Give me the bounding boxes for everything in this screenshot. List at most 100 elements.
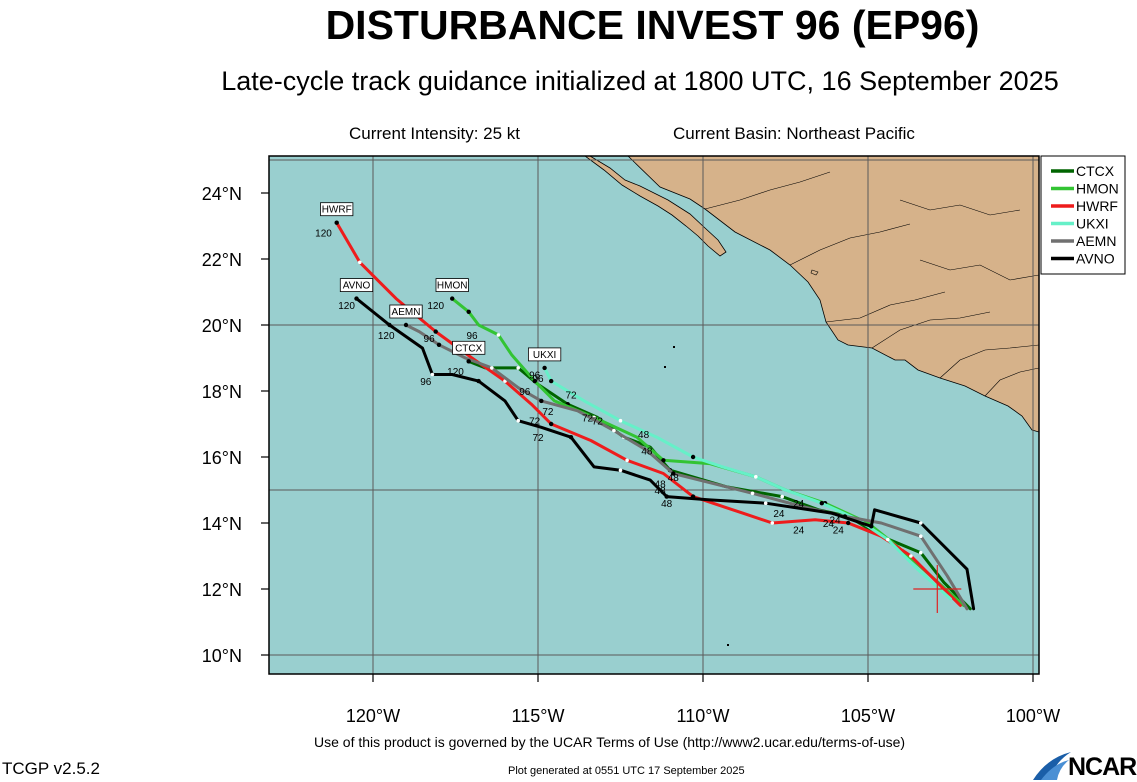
forecast-hour-label: 48 <box>668 473 680 484</box>
track-end-point <box>466 359 471 364</box>
track-end-label: AVNO <box>343 281 371 292</box>
track-point <box>625 458 629 463</box>
track-end-point <box>403 322 409 328</box>
forecast-hour-label: 48 <box>641 446 653 457</box>
lon-tick-label: 110°W <box>677 706 730 726</box>
forecast-hour-label: 120 <box>338 301 355 312</box>
legend-box <box>1040 155 1126 275</box>
forecast-hour-label: 96 <box>532 374 544 385</box>
track-point <box>539 398 544 404</box>
track-point <box>433 329 438 334</box>
track-end-tag <box>389 304 423 319</box>
track-end-label: UKXI <box>533 350 556 361</box>
forecast-hour-label: 96 <box>424 334 436 345</box>
track-end-point <box>542 365 547 371</box>
track-labels: 24 48 72 96 120 CTCX 24 48 72 96 120 HMON 24 48 72 96 12… <box>315 202 845 537</box>
track-point <box>780 494 784 499</box>
track-point <box>516 366 520 370</box>
forecast-hour-label: 72 <box>592 417 604 428</box>
lon-tick-label: 100°W <box>1006 706 1060 726</box>
track-point <box>919 550 923 555</box>
forecast-hour-label: 24 <box>833 526 845 537</box>
legend-entry-label: CTCX <box>1076 163 1115 179</box>
forecast-hour-label: 24 <box>823 519 835 530</box>
track-line <box>335 221 962 607</box>
forecast-hour-label: 96 <box>466 331 478 342</box>
state-borders <box>704 171 1039 397</box>
legend-entry-label: UKXI <box>1076 216 1109 232</box>
track-point <box>770 521 775 525</box>
forecast-hour-label: 24 <box>793 526 805 537</box>
track-line <box>404 323 969 611</box>
lat-tick-label: 10°N <box>202 646 242 666</box>
forecast-hour-label: 48 <box>655 479 667 490</box>
forecast-hour-label: 120 <box>447 367 464 378</box>
track-end-label: AEMN <box>392 307 421 318</box>
track-point <box>886 537 890 542</box>
forecast-hour-label: 48 <box>655 486 667 497</box>
track-point <box>436 342 442 347</box>
track-point <box>919 521 923 525</box>
track-point <box>490 366 494 370</box>
forecast-hour-label: 72 <box>582 413 594 424</box>
forecast-hour-label: 120 <box>378 331 395 342</box>
forecast-hour-label: 48 <box>638 430 650 441</box>
track-point <box>549 421 554 427</box>
forecast-hour-label: 48 <box>661 499 673 510</box>
track-point <box>496 333 501 337</box>
track-point <box>466 309 471 314</box>
track-avno <box>355 297 976 611</box>
track-end-tag <box>435 278 469 293</box>
track-end-tag <box>528 347 562 362</box>
baja-california-peninsula <box>584 156 727 257</box>
legend-entry-label: HMON <box>1076 181 1119 197</box>
legend-entry-label: HWRF <box>1076 198 1118 214</box>
track-point <box>664 494 669 499</box>
track-end-tag <box>339 278 374 293</box>
track-end-label: HMON <box>437 281 468 292</box>
forecast-hour-label: 72 <box>529 417 541 428</box>
forecast-hour-label: 120 <box>315 229 332 240</box>
track-point <box>549 378 554 384</box>
island-small <box>810 269 819 276</box>
track-point <box>430 372 435 377</box>
version-label: TCGP v2.5.2 <box>2 759 100 778</box>
forecast-hour-label: 96 <box>420 377 432 388</box>
forecast-hour-label: 24 <box>829 516 841 527</box>
forecast-hour-label: 72 <box>542 407 554 418</box>
current-basin: Current Basin: Northeast Pacific <box>673 124 915 143</box>
track-end-label: CTCX <box>455 343 483 354</box>
track-point <box>568 435 574 440</box>
track-point <box>869 524 874 529</box>
axis-ticks: 120°W 115°W 110°W 105°W 100°W 10°N 12°N 14°N 16°… <box>202 184 1060 726</box>
track-point <box>516 418 520 423</box>
forecast-hour-label: 24 <box>773 509 785 520</box>
track-point <box>750 491 755 496</box>
track-end-label: HWRF <box>322 205 352 216</box>
track-end-point <box>450 296 455 301</box>
track-point <box>387 322 392 328</box>
forecast-hour-label: 72 <box>532 433 544 444</box>
track-point <box>618 418 623 423</box>
page-subtitle: Late-cycle track guidance initialized at… <box>221 66 1059 96</box>
lat-tick-label: 16°N <box>202 448 242 468</box>
track-point <box>819 501 824 506</box>
graticule <box>269 156 1039 674</box>
current-intensity: Current Intensity: 25 kt <box>349 124 521 143</box>
track-point <box>909 554 913 558</box>
track-point <box>919 534 923 538</box>
lat-tick-label: 20°N <box>202 316 242 336</box>
track-point <box>690 454 696 460</box>
lat-tick-label: 24°N <box>202 184 242 204</box>
lat-tick-label: 12°N <box>202 580 242 600</box>
track-point <box>763 501 768 506</box>
forecast-hour-label: 96 <box>519 387 531 398</box>
forecast-hour-label: 24 <box>793 499 805 510</box>
page-title: DISTURBANCE INVEST 96 (EP96) <box>325 2 980 48</box>
track-point <box>612 428 616 433</box>
track-point <box>476 378 481 384</box>
track-point <box>671 471 676 476</box>
current-position-marker <box>913 565 962 613</box>
map-frame <box>268 155 1040 675</box>
forecast-hour-label: 72 <box>565 390 577 401</box>
